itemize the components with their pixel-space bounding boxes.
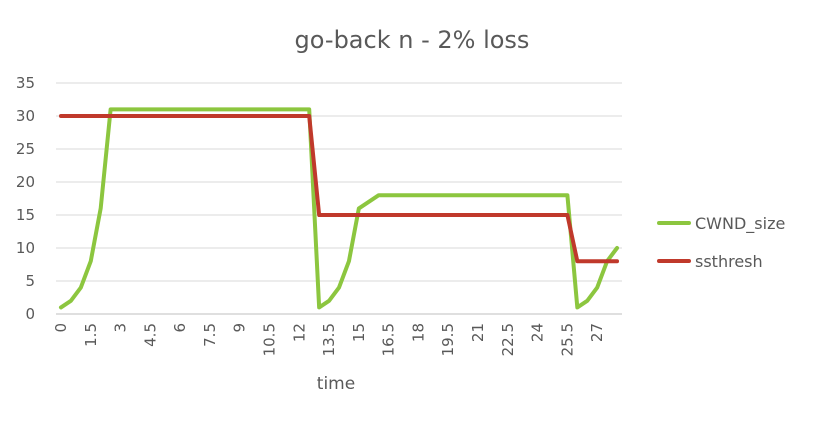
x-tick-label: 15: [350, 323, 368, 342]
y-tick-label: 30: [16, 107, 35, 125]
x-tick-label: 22.5: [499, 323, 517, 356]
series-line-cwnd-size: [58, 107, 620, 310]
x-tick-label: 18: [409, 323, 427, 342]
series-line-ssthresh: [58, 114, 620, 264]
plot-area: [58, 107, 620, 310]
x-tick-label: 12: [290, 323, 308, 342]
chart-title: go-back n - 2% loss: [295, 26, 530, 54]
x-tick-label: 1.5: [82, 323, 100, 347]
y-tick-label: 20: [16, 173, 35, 191]
x-tick-label: 25.5: [558, 323, 576, 356]
y-tick-label: 15: [16, 206, 35, 224]
x-tick-label: 19.5: [439, 323, 457, 356]
x-axis-title: time: [317, 374, 355, 394]
y-tick-label: 10: [16, 239, 35, 257]
x-tick-label: 27: [588, 323, 606, 342]
x-tick-label: 13.5: [320, 323, 338, 356]
y-tick-label: 5: [25, 272, 35, 290]
legend-label-cwnd-size: CWND_size: [695, 214, 785, 234]
x-tick-label: 21: [469, 323, 487, 342]
y-axis: 0 5 10 15 20 25 30 35: [16, 74, 35, 323]
x-tick-label: 7.5: [201, 323, 219, 347]
x-tick-label: 10.5: [260, 323, 278, 356]
legend-label-ssthresh: ssthresh: [695, 252, 763, 271]
x-axis: 0 1.5 3 4.5 6 7.5 9 10.5 12 13.5 15 16.5 18 19.5 21 22.…: [52, 323, 606, 356]
y-tick-label: 35: [16, 74, 35, 92]
legend: CWND_size ssthresh: [657, 214, 785, 271]
x-tick-label: 4.5: [141, 323, 159, 347]
x-tick-label: 3: [112, 323, 130, 333]
x-tick-label: 16.5: [380, 323, 398, 356]
x-tick-label: 6: [171, 323, 189, 333]
x-tick-label: 9: [231, 323, 249, 333]
y-tick-label: 25: [16, 140, 35, 158]
y-tick-label: 0: [25, 305, 35, 323]
x-tick-label: 24: [529, 323, 547, 342]
x-tick-label: 0: [52, 323, 70, 333]
